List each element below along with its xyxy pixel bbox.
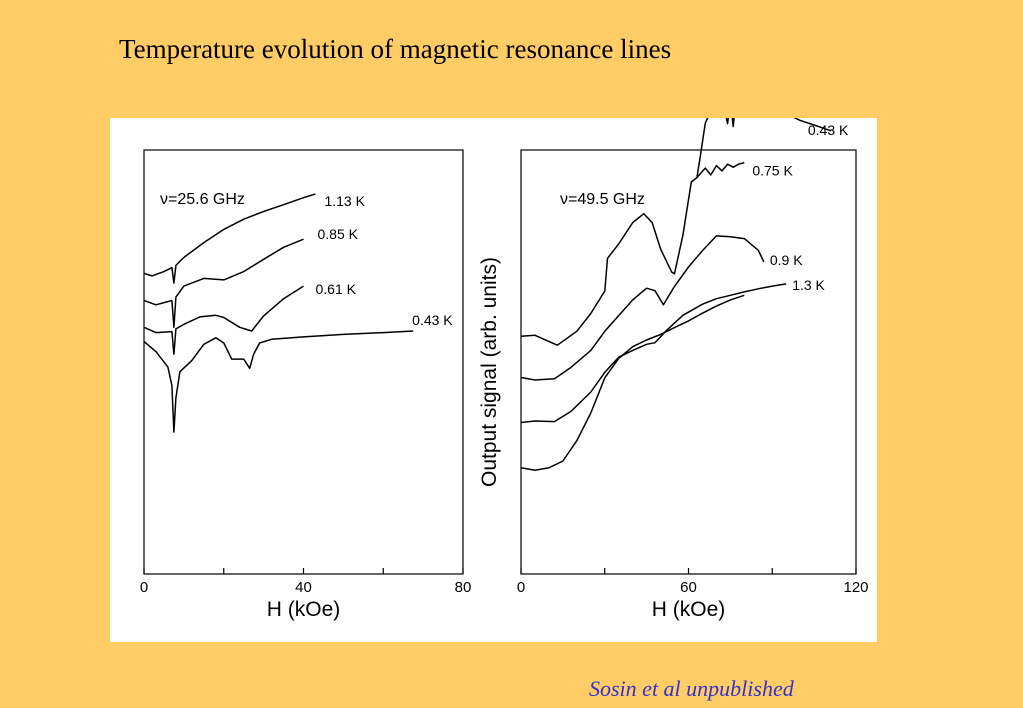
- series-line: [143, 285, 304, 355]
- x-axis-label: H (kOe): [267, 598, 341, 621]
- frequency-annotation: ν=49.5 GHz: [560, 191, 645, 208]
- figure-svg: 0 40 80 H (kOe) ν=25.6 GHz 1.13 K 0.85 K 0.61 K…: [140, 118, 869, 621]
- series-label: 0.85 K: [318, 226, 359, 242]
- series-line: [143, 330, 414, 433]
- series-line: [520, 294, 745, 471]
- x-tick-label: 120: [843, 579, 868, 596]
- y-axis-label: Output signal (arb. units): [478, 257, 501, 487]
- series-label: 0.75 K: [752, 163, 793, 179]
- series-label: 0.43 K: [412, 312, 453, 328]
- x-tick-label: 40: [295, 579, 312, 596]
- frequency-annotation: ν=25.6 GHz: [160, 191, 245, 208]
- x-tick-label: 60: [680, 579, 697, 596]
- series-line: [696, 161, 745, 179]
- series-line: [143, 238, 304, 329]
- x-tick-label: 80: [455, 579, 472, 596]
- series-label: 1.3 K: [792, 277, 825, 293]
- series-label: 0.9 K: [770, 252, 803, 268]
- series-line: [520, 235, 765, 381]
- series-line: [143, 193, 316, 284]
- x-tick-label: 0: [140, 579, 148, 596]
- figure-panel: 0 40 80 H (kOe) ν=25.6 GHz 1.13 K 0.85 K 0.61 K…: [110, 118, 877, 642]
- credit-text: Sosin et al unpublished: [589, 676, 794, 701]
- series-label: 0.43 K: [808, 122, 849, 138]
- plot-frame: [143, 149, 464, 575]
- series-label: 0.61 K: [316, 281, 357, 297]
- plot-frame: [520, 149, 857, 575]
- slide-title: Temperature evolution of magnetic resona…: [119, 34, 672, 64]
- x-tick-label: 0: [517, 579, 525, 596]
- series-line: [520, 283, 787, 424]
- series-line: [520, 118, 832, 346]
- series-label: 1.13 K: [324, 193, 365, 209]
- x-axis-label: H (kOe): [652, 598, 726, 621]
